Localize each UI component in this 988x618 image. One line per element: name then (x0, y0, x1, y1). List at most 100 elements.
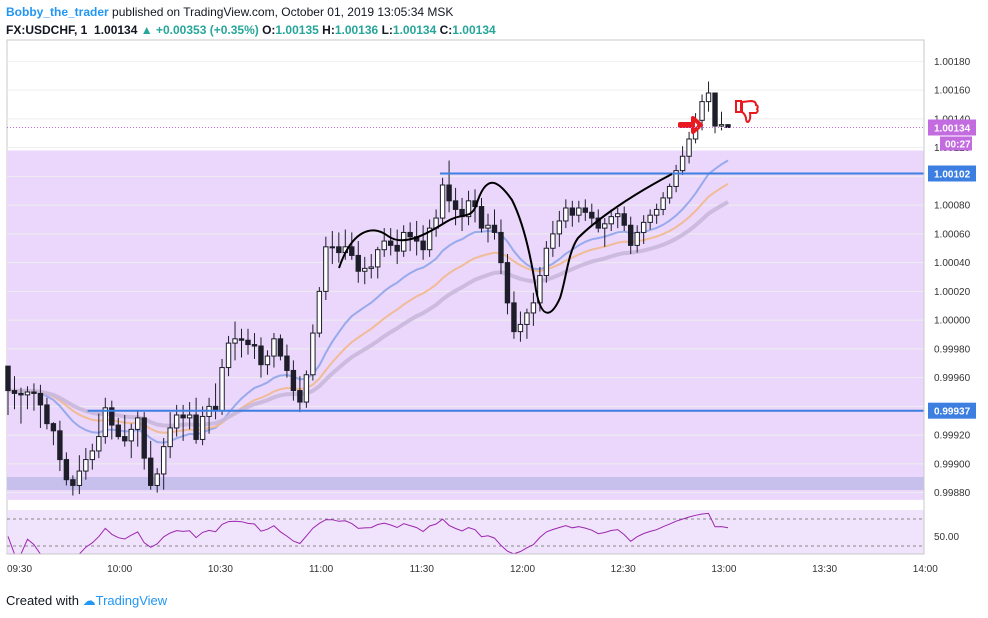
candle[interactable] (621, 206, 627, 231)
candle[interactable] (375, 246, 381, 279)
candle[interactable] (407, 222, 413, 252)
candle[interactable] (303, 370, 310, 408)
candle[interactable] (576, 200, 582, 223)
candle[interactable] (290, 360, 297, 401)
candle[interactable] (439, 177, 446, 226)
candle[interactable] (543, 241, 550, 283)
candle[interactable] (615, 208, 621, 229)
candle[interactable] (76, 455, 83, 495)
candle[interactable] (232, 321, 238, 361)
candle[interactable] (517, 311, 524, 342)
candle[interactable] (465, 190, 472, 226)
candle[interactable] (485, 213, 491, 243)
candle[interactable] (679, 146, 686, 175)
candle[interactable] (498, 219, 504, 275)
candle[interactable] (563, 199, 569, 229)
candle[interactable] (511, 291, 517, 339)
candle[interactable] (589, 203, 595, 226)
candle[interactable] (388, 228, 394, 256)
candle[interactable] (135, 410, 141, 447)
candle[interactable] (89, 443, 96, 470)
candle[interactable] (297, 376, 303, 413)
candle[interactable] (109, 400, 115, 440)
candle[interactable] (122, 415, 128, 447)
candle[interactable] (264, 350, 271, 375)
candle[interactable] (219, 358, 225, 415)
candle[interactable] (640, 215, 647, 244)
candle[interactable] (660, 192, 666, 216)
candle[interactable] (115, 417, 121, 440)
candle[interactable] (128, 423, 134, 459)
horizontal-levels[interactable] (87, 172, 924, 412)
candle[interactable] (102, 397, 108, 444)
candle[interactable] (336, 232, 342, 263)
candle[interactable] (556, 210, 563, 247)
candle[interactable] (686, 131, 692, 164)
candle[interactable] (225, 335, 232, 377)
tradingview-logo-icon[interactable]: ☁ (82, 593, 96, 608)
candle[interactable] (50, 422, 57, 446)
candle[interactable] (524, 308, 530, 339)
candle[interactable] (602, 218, 608, 247)
candle[interactable] (394, 229, 400, 265)
candle[interactable] (63, 452, 70, 486)
candle[interactable] (5, 365, 11, 415)
candle[interactable] (530, 292, 537, 326)
candle[interactable] (504, 254, 511, 315)
candle[interactable] (362, 256, 368, 285)
candle[interactable] (634, 225, 640, 253)
candle[interactable] (349, 232, 355, 260)
rsi-pane[interactable]: 50.00 (7, 510, 959, 555)
candle[interactable] (258, 337, 264, 378)
candle[interactable] (70, 475, 76, 496)
candle[interactable] (193, 397, 199, 444)
candle[interactable] (608, 209, 614, 231)
candle[interactable] (141, 412, 147, 470)
time-axis[interactable]: 09:30 10:00 10:30 11:00 11:30 12:00 12:30 13:00… (7, 553, 938, 575)
price-axis[interactable]: 1.001801.001601.001401.001201.001001.000… (923, 40, 971, 554)
candle[interactable] (238, 328, 245, 358)
candle[interactable] (355, 241, 361, 283)
candle[interactable] (18, 387, 24, 424)
candle[interactable] (154, 468, 160, 493)
candle[interactable] (368, 254, 374, 279)
candle[interactable] (37, 384, 44, 428)
candle[interactable] (284, 344, 290, 378)
candle[interactable] (148, 440, 154, 490)
candle[interactable] (316, 287, 323, 338)
candle[interactable] (310, 324, 316, 381)
candle[interactable] (31, 383, 37, 411)
candle[interactable] (271, 333, 277, 368)
candle[interactable] (666, 183, 673, 204)
candle[interactable] (478, 197, 485, 233)
candle[interactable] (491, 209, 498, 240)
candle[interactable] (550, 220, 556, 257)
candle[interactable] (647, 209, 653, 230)
candle[interactable] (323, 236, 329, 300)
candle[interactable] (57, 420, 63, 472)
candle[interactable] (705, 81, 712, 112)
candle[interactable] (712, 92, 718, 134)
candle[interactable] (426, 219, 433, 257)
candle[interactable] (167, 412, 173, 459)
candle[interactable] (11, 376, 18, 410)
candle[interactable] (446, 160, 452, 213)
candle[interactable] (160, 438, 167, 490)
candle[interactable] (628, 216, 634, 254)
candle[interactable] (199, 406, 206, 446)
candle[interactable] (44, 397, 50, 430)
candle[interactable] (452, 187, 459, 226)
candle[interactable] (24, 386, 31, 410)
candle[interactable] (653, 203, 660, 224)
candle[interactable] (420, 225, 426, 260)
candle[interactable] (96, 413, 102, 459)
candle[interactable] (582, 199, 588, 221)
candle[interactable] (725, 124, 731, 128)
candle[interactable] (251, 333, 258, 359)
candle[interactable] (569, 200, 576, 227)
candle[interactable] (329, 231, 336, 265)
candle[interactable] (83, 448, 89, 480)
candle[interactable] (673, 164, 679, 193)
tradingview-brand[interactable]: TradingView (95, 593, 168, 608)
